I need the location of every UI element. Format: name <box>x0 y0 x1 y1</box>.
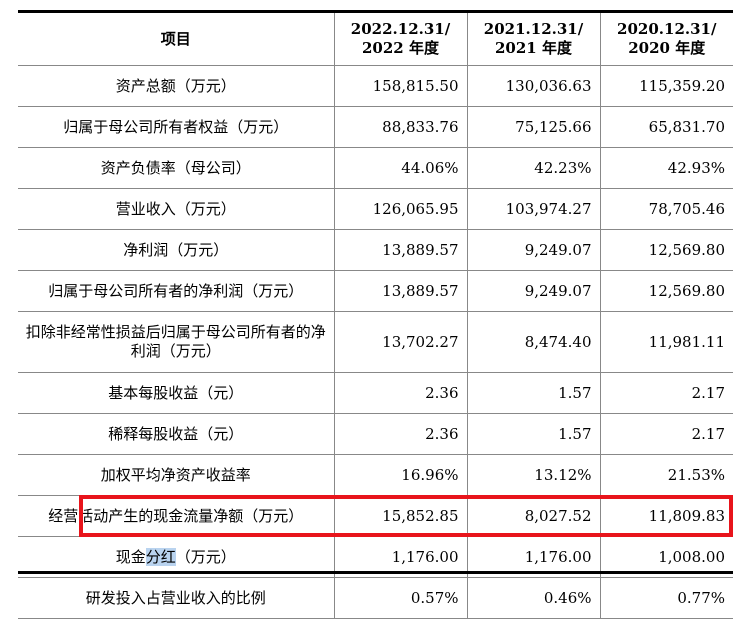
header-2020: 2020.12.31/2020 年度 <box>599 13 733 66</box>
row-label: 营业收入（万元） <box>18 188 334 230</box>
row-label: 稀释每股收益（元） <box>18 413 334 455</box>
table-top-rule <box>18 10 733 13</box>
cell-2020: 115,359.20 <box>599 65 733 107</box>
cell-2020: 65,831.70 <box>599 106 733 148</box>
cell-2020: 2.17 <box>599 413 733 455</box>
cell-2021: 0.46% <box>466 577 600 619</box>
cell-2022: 2.36 <box>333 372 467 414</box>
cell-2021: 1.57 <box>466 372 600 414</box>
cell-2022: 13,889.57 <box>333 229 467 271</box>
table-row: 加权平均净资产收益率 16.96% 13.12% 21.53% <box>18 454 733 496</box>
cell-2021: 42.23% <box>466 147 600 189</box>
row-label: 研发投入占营业收入的比例 <box>18 577 334 619</box>
financial-summary-table-container: 项目 2022.12.31/2022 年度 2021.12.31/2021 年度… <box>18 10 733 619</box>
cell-2022: 16.96% <box>333 454 467 496</box>
header-2022: 2022.12.31/2022 年度 <box>333 13 467 66</box>
row-label: 资产总额（万元） <box>18 65 334 107</box>
cell-2020: 11,981.11 <box>599 311 733 373</box>
row-label: 归属于母公司所有者的净利润（万元） <box>18 270 334 312</box>
cell-2020: 0.77% <box>599 577 733 619</box>
cell-2020: 11,809.83 <box>599 495 733 537</box>
cell-2022: 13,702.27 <box>333 311 467 373</box>
cell-2022: 158,815.50 <box>333 65 467 107</box>
row-label: 扣除非经常性损益后归属于母公司所有者的净利润（万元） <box>18 311 334 373</box>
cell-2020: 12,569.80 <box>599 270 733 312</box>
cell-2020: 21.53% <box>599 454 733 496</box>
cell-2021: 8,474.40 <box>466 311 600 373</box>
header-2021: 2021.12.31/2021 年度 <box>466 13 600 66</box>
cell-2022: 13,889.57 <box>333 270 467 312</box>
cell-2020: 42.93% <box>599 147 733 189</box>
selected-text-highlight[interactable]: 分红 <box>145 547 176 566</box>
cell-2021: 9,249.07 <box>466 229 600 271</box>
table-row: 基本每股收益（元） 2.36 1.57 2.17 <box>18 372 733 414</box>
row-label: 资产负债率（母公司） <box>18 147 334 189</box>
table-row: 资产负债率（母公司） 44.06% 42.23% 42.93% <box>18 147 733 189</box>
table-row: 营业收入（万元） 126,065.95 103,974.27 78,705.46 <box>18 188 733 230</box>
cell-2020: 2.17 <box>599 372 733 414</box>
table-row: 研发投入占营业收入的比例 0.57% 0.46% 0.77% <box>18 577 733 619</box>
cell-2020: 78,705.46 <box>599 188 733 230</box>
cell-2021: 130,036.63 <box>466 65 600 107</box>
cell-2022: 126,065.95 <box>333 188 467 230</box>
header-item: 项目 <box>18 13 334 66</box>
table-row: 稀释每股收益（元） 2.36 1.57 2.17 <box>18 413 733 455</box>
cell-2021: 103,974.27 <box>466 188 600 230</box>
table-row: 归属于母公司所有者权益（万元） 88,833.76 75,125.66 65,8… <box>18 106 733 148</box>
table-row: 归属于母公司所有者的净利润（万元） 13,889.57 9,249.07 12,… <box>18 270 733 312</box>
financial-summary-table: 项目 2022.12.31/2022 年度 2021.12.31/2021 年度… <box>18 13 733 619</box>
row-label: 归属于母公司所有者权益（万元） <box>18 106 334 148</box>
cell-2022: 88,833.76 <box>333 106 467 148</box>
table-bottom-rule <box>18 571 733 574</box>
cell-2021: 8,027.52 <box>466 495 600 537</box>
table-row: 资产总额（万元） 158,815.50 130,036.63 115,359.2… <box>18 65 733 107</box>
cell-2022: 2.36 <box>333 413 467 455</box>
row-label: 加权平均净资产收益率 <box>18 454 334 496</box>
row-label: 基本每股收益（元） <box>18 372 334 414</box>
cell-2021: 1.57 <box>466 413 600 455</box>
table-row: 扣除非经常性损益后归属于母公司所有者的净利润（万元） 13,702.27 8,4… <box>18 311 733 373</box>
cell-2021: 13.12% <box>466 454 600 496</box>
row-label: 净利润（万元） <box>18 229 334 271</box>
cell-2022: 44.06% <box>333 147 467 189</box>
cell-2022: 15,852.85 <box>333 495 467 537</box>
row-label: 经营活动产生的现金流量净额（万元） <box>18 495 334 537</box>
table-header-row: 项目 2022.12.31/2022 年度 2021.12.31/2021 年度… <box>18 13 733 66</box>
cell-2020: 12,569.80 <box>599 229 733 271</box>
cell-2021: 9,249.07 <box>466 270 600 312</box>
cell-2021: 75,125.66 <box>466 106 600 148</box>
table-row: 经营活动产生的现金流量净额（万元） 15,852.85 8,027.52 11,… <box>18 495 733 537</box>
table-row: 净利润（万元） 13,889.57 9,249.07 12,569.80 <box>18 229 733 271</box>
cell-2022: 0.57% <box>333 577 467 619</box>
